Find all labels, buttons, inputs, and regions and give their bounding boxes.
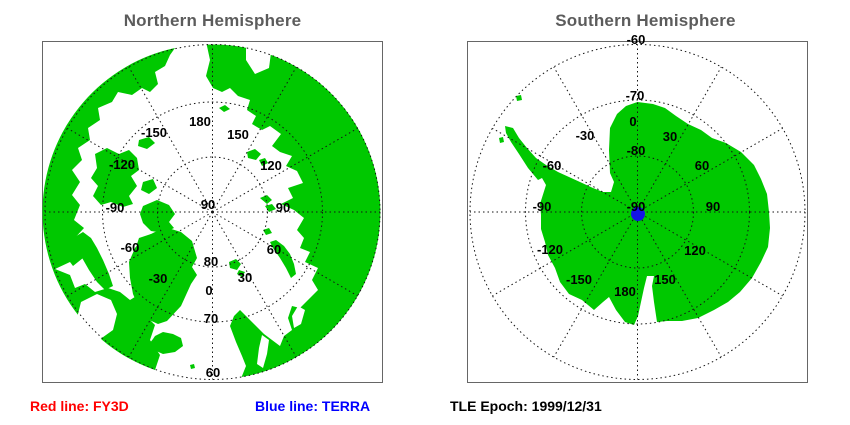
lat-label-pole: 90 [201,197,215,212]
lon-label-150: 150 [227,127,249,142]
lon-label-m150: -150 [566,272,592,287]
lon-label-180: 180 [189,114,211,129]
lon-label-m120: -120 [109,157,135,172]
island-faroe [190,364,195,369]
sea-east-siberian [246,44,272,74]
north-map-title: Northern Hemisphere [123,11,302,30]
legend-blue-line-terra: Blue line: TERRA [255,398,371,414]
island-victoria-banks [91,148,139,207]
lon-label-30: 30 [663,129,677,144]
lat-label-pole: -90 [627,199,646,214]
lat-label-80: 80 [204,254,218,269]
lon-label-0: 0 [629,114,636,129]
island-new-siberian [247,149,268,166]
island-wrangel [219,105,230,112]
lon-label-m30: -30 [149,271,168,286]
lon-label-m60: -60 [121,240,140,255]
island-franz-josef [263,228,272,235]
lon-label-60: 60 [267,242,281,257]
sea-bothnia [257,335,269,368]
lat-label-60: 60 [206,365,220,380]
north-sea-notches [77,44,305,368]
island-devon [137,234,161,250]
island-prince-patrick [138,137,155,149]
lat-label-70: 70 [204,311,218,326]
lon-label-m90: -90 [533,199,552,214]
lon-label-60: 60 [695,158,709,173]
north-landmasses [42,44,381,378]
lon-label-30: 30 [238,270,252,285]
north-grid-labels: 180 -150 150 -120 120 -90 90 90 -60 60 8… [106,114,291,380]
island-south-speck-1 [516,95,522,101]
lon-label-90: 90 [276,200,290,215]
island-south-speck-2 [499,137,504,143]
lon-label-m60: -60 [543,158,562,173]
legend-tle-epoch: TLE Epoch: 1999/12/31 [450,398,602,414]
north-graticule [44,44,381,380]
legend-red-line-fy3d: Red line: FY3D [30,398,129,414]
lon-label-m150: -150 [141,125,167,140]
terra-satellite-position-dot [631,207,645,221]
island-small-arctic [141,179,157,194]
lon-label-m120: -120 [537,242,563,257]
south-map-canvas: -60 -70 0 -30 30 -80 -60 60 -90 -90 90 -… [469,32,806,380]
sea-white-sea [292,306,305,328]
lon-label-90: 90 [706,199,720,214]
south-map-title: Southern Hemisphere [555,11,736,30]
land-north-america [42,48,175,370]
lon-label-m30: -30 [576,128,595,143]
south-hemisphere-map: -60 -70 0 -30 30 -80 -60 60 -90 -90 90 -… [467,32,808,383]
sea-hudson-bay [77,294,117,340]
lon-label-0: 0 [205,283,212,298]
lon-label-120: 120 [684,243,706,258]
island-iceland [149,332,183,354]
island-novaya-zemlya [270,240,296,278]
lat-label-m70: -70 [626,88,645,103]
south-graticule [469,44,806,380]
lon-label-120: 120 [260,158,282,173]
island-severnaya-zemlya [260,195,276,212]
island-svalbard [229,259,245,277]
land-eurasia [206,44,381,378]
lat-label-m60-top: -60 [627,32,646,47]
north-map-canvas: 180 -150 150 -120 120 -90 90 90 -60 60 8… [42,44,381,380]
lon-label-180: 180 [614,284,636,299]
south-grid-labels: -60 -70 0 -30 30 -80 -60 60 -90 -90 90 -… [533,32,721,299]
lon-label-m90: -90 [106,200,125,215]
lon-label-150: 150 [654,272,676,287]
lat-label-m80: -80 [627,143,646,158]
north-hemisphere-map: 180 -150 150 -120 120 -90 90 90 -60 60 8… [42,41,383,383]
